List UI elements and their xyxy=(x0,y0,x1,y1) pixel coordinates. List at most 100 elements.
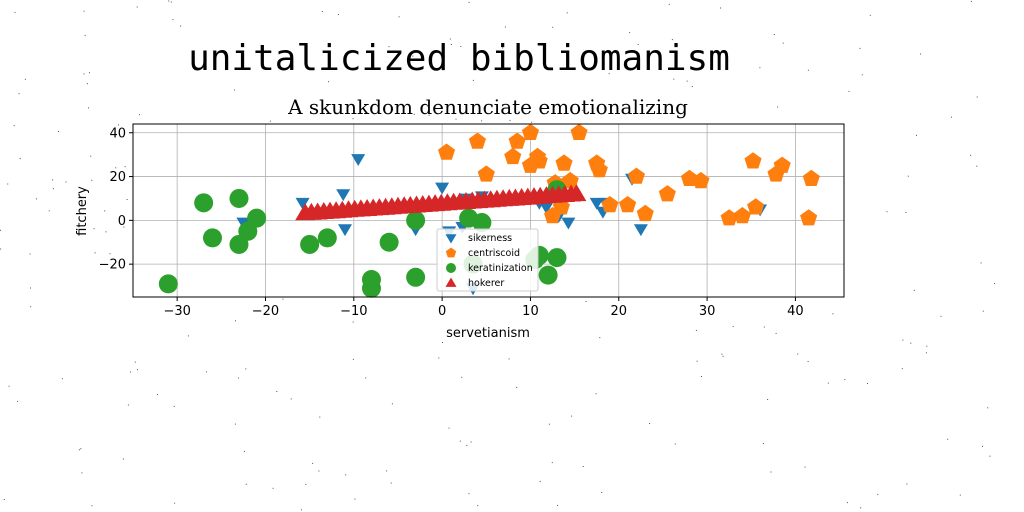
speckle xyxy=(827,382,829,384)
speckle xyxy=(318,470,320,472)
speckle xyxy=(328,81,329,83)
speckle xyxy=(906,483,908,485)
speckle xyxy=(585,301,587,302)
speckle xyxy=(319,416,321,418)
speckle xyxy=(345,474,347,476)
speckle xyxy=(844,379,846,380)
point-keratinization xyxy=(300,234,320,254)
speckle xyxy=(269,120,271,122)
legend-marker-shape xyxy=(445,234,457,244)
speckle xyxy=(58,131,59,132)
y-tick-label: 40 xyxy=(109,126,126,141)
speckle xyxy=(994,283,996,284)
speckle xyxy=(84,34,86,36)
speckle xyxy=(83,10,85,12)
legend-entry-keratinization: keratinization xyxy=(446,263,533,274)
speckle xyxy=(481,120,483,122)
speckle xyxy=(245,368,247,370)
speckle xyxy=(970,154,972,156)
point-centriscoid xyxy=(619,196,637,213)
point-centriscoid xyxy=(773,156,791,173)
speckle xyxy=(595,393,597,395)
speckle xyxy=(412,55,414,57)
speckle xyxy=(312,462,314,464)
speckle xyxy=(442,342,443,343)
x-tick-label: 40 xyxy=(787,304,804,319)
point-sikerness xyxy=(351,154,366,166)
speckle xyxy=(235,320,236,322)
speckle xyxy=(243,450,245,452)
speckle xyxy=(905,212,907,213)
speckle xyxy=(237,377,239,379)
x-axis-label: servetianism xyxy=(446,326,530,341)
speckle xyxy=(759,67,761,69)
speckle xyxy=(88,107,89,109)
speckle xyxy=(989,455,991,457)
x-tick-label: 0 xyxy=(438,304,446,319)
speckle xyxy=(352,321,354,323)
speckle xyxy=(83,73,85,75)
speckle xyxy=(516,386,518,388)
speckle xyxy=(17,400,19,402)
point-keratinization xyxy=(472,213,492,233)
speckle xyxy=(472,79,474,81)
speckle xyxy=(902,339,904,341)
speckle xyxy=(124,166,126,168)
speckle xyxy=(86,83,88,85)
legend-marker-shape xyxy=(446,263,456,273)
speckle xyxy=(859,47,861,49)
speckle xyxy=(686,80,688,82)
speckle xyxy=(869,14,871,16)
speckle xyxy=(901,368,903,370)
x-tick-label: 20 xyxy=(611,304,628,319)
y-axis-label: fitchery xyxy=(75,186,90,236)
speckle xyxy=(118,124,119,126)
speckle xyxy=(90,155,92,157)
point-centriscoid xyxy=(508,132,526,149)
speckle xyxy=(272,487,274,489)
legend-entry-hokerer: hokerer xyxy=(445,277,504,289)
point-centriscoid xyxy=(747,198,765,215)
point-centriscoid xyxy=(802,169,820,186)
speckle xyxy=(391,403,393,405)
speckle xyxy=(970,0,972,2)
speckle xyxy=(81,472,83,474)
speckle xyxy=(846,502,848,504)
legend-label-hokerer: hokerer xyxy=(468,278,504,289)
speckle xyxy=(234,423,236,425)
speckle xyxy=(127,404,129,406)
speckle xyxy=(365,377,367,379)
speckle xyxy=(982,310,984,312)
legend-marker-keratinization xyxy=(446,263,456,273)
speckle xyxy=(109,253,111,255)
speckle xyxy=(807,69,809,71)
speckle xyxy=(65,181,67,183)
speckle xyxy=(925,352,927,354)
speckle xyxy=(245,483,247,485)
speckle xyxy=(174,502,176,504)
speckle xyxy=(601,492,603,493)
speckle xyxy=(721,353,723,355)
speckle xyxy=(671,39,673,41)
point-keratinization xyxy=(361,278,381,298)
speckle xyxy=(24,78,26,80)
point-sikerness xyxy=(539,202,554,215)
speckle xyxy=(94,252,96,254)
point-centriscoid xyxy=(720,209,738,226)
point-keratinization xyxy=(202,228,222,248)
speckle xyxy=(173,405,175,407)
point-centriscoid xyxy=(744,152,762,169)
speckle xyxy=(477,505,479,507)
speckle xyxy=(877,493,879,495)
speckle xyxy=(300,509,302,511)
point-keratinization xyxy=(379,232,399,252)
speckle xyxy=(136,6,138,8)
point-centriscoid xyxy=(521,123,539,140)
speckle xyxy=(386,470,388,472)
legend-label-centriscoid: centriscoid xyxy=(468,248,520,259)
y-tick-label: −20 xyxy=(99,258,126,273)
y-tick-label: 20 xyxy=(109,170,126,185)
speckle xyxy=(926,345,928,347)
point-centriscoid xyxy=(561,171,579,189)
